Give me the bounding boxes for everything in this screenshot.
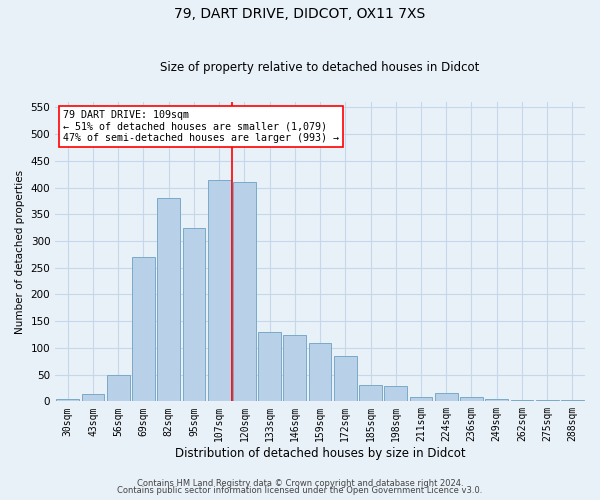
Bar — [435, 394, 458, 402]
X-axis label: Distribution of detached houses by size in Didcot: Distribution of detached houses by size … — [175, 447, 466, 460]
Bar — [385, 386, 407, 402]
Bar — [132, 257, 155, 402]
Bar — [485, 398, 508, 402]
Bar — [410, 397, 433, 402]
Bar — [511, 400, 533, 402]
Bar — [82, 394, 104, 402]
Text: 79, DART DRIVE, DIDCOT, OX11 7XS: 79, DART DRIVE, DIDCOT, OX11 7XS — [175, 8, 425, 22]
Bar — [157, 198, 180, 402]
Bar — [208, 180, 230, 402]
Y-axis label: Number of detached properties: Number of detached properties — [15, 170, 25, 334]
Bar — [56, 399, 79, 402]
Text: Contains public sector information licensed under the Open Government Licence v3: Contains public sector information licen… — [118, 486, 482, 495]
Bar — [561, 400, 584, 402]
Bar — [359, 386, 382, 402]
Bar — [334, 356, 356, 402]
Bar — [233, 182, 256, 402]
Text: Contains HM Land Registry data © Crown copyright and database right 2024.: Contains HM Land Registry data © Crown c… — [137, 478, 463, 488]
Bar — [107, 374, 130, 402]
Bar — [258, 332, 281, 402]
Bar — [536, 400, 559, 402]
Bar — [460, 397, 483, 402]
Bar — [182, 228, 205, 402]
Text: 79 DART DRIVE: 109sqm
← 51% of detached houses are smaller (1,079)
47% of semi-d: 79 DART DRIVE: 109sqm ← 51% of detached … — [63, 110, 339, 142]
Bar — [283, 334, 306, 402]
Title: Size of property relative to detached houses in Didcot: Size of property relative to detached ho… — [160, 62, 480, 74]
Bar — [309, 342, 331, 402]
